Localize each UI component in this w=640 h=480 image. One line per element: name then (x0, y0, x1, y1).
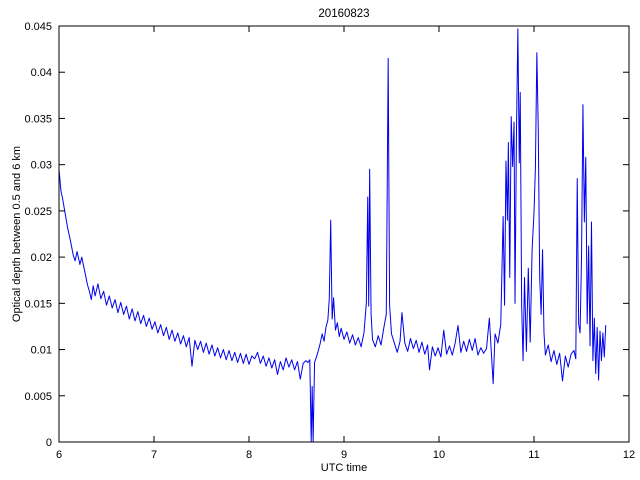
y-tick-label: 0 (46, 437, 52, 449)
y-tick-label: 0.02 (31, 252, 52, 264)
y-tick-label: 0.01 (31, 345, 52, 357)
y-tick-label: 0.025 (24, 206, 52, 218)
plot-area (59, 26, 629, 442)
x-tick-label: 10 (433, 449, 445, 461)
data-series (58, 28, 607, 443)
tick-labels: 6 7 8 9 10 11 12 0 0.005 0.01 0.015 0.02 0.025 0.03 0.… (24, 21, 635, 461)
x-tick-label: 8 (246, 449, 252, 461)
y-tick-label: 0.04 (31, 67, 52, 79)
chart-title: 20160823 (318, 8, 369, 20)
y-tick-label: 0.005 (24, 391, 52, 403)
tick-marks (58, 25, 630, 443)
y-axis-label: Optical depth between 0.5 and 6 km (11, 146, 23, 322)
x-tick-label: 7 (151, 449, 157, 461)
optical-depth-line (58, 28, 607, 443)
x-tick-label: 9 (341, 449, 347, 461)
x-tick-label: 11 (528, 449, 539, 461)
y-tick-label: 0.015 (24, 298, 52, 310)
y-tick-label: 0.035 (24, 113, 52, 125)
y-tick-label: 0.045 (24, 21, 52, 33)
x-tick-label: 12 (623, 449, 635, 461)
y-tick-label: 0.03 (31, 160, 52, 172)
x-tick-label: 6 (56, 449, 62, 461)
x-axis-label: UTC time (321, 462, 367, 474)
